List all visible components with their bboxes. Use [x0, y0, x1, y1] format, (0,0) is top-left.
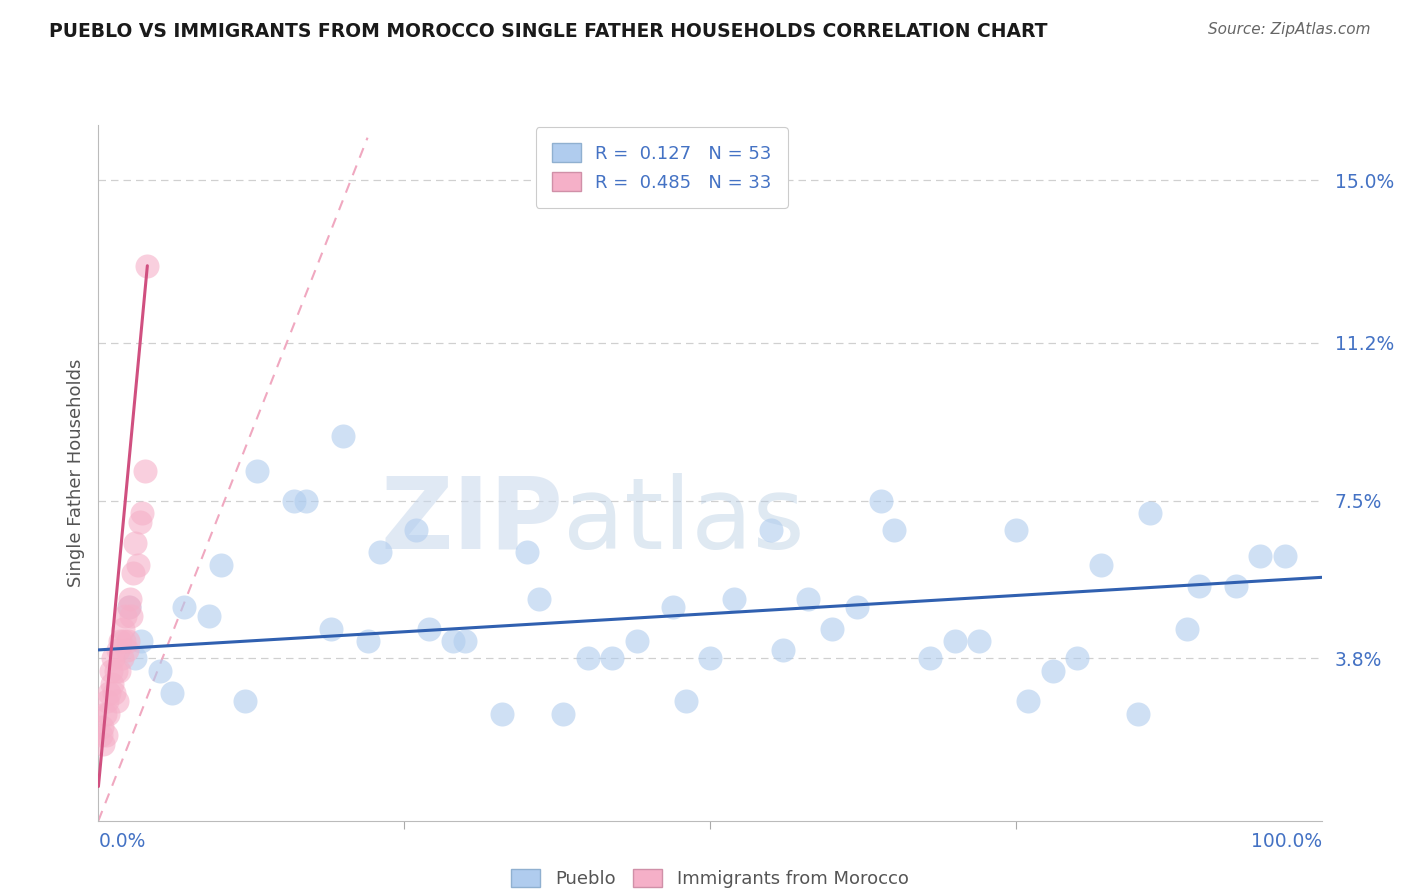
Point: [943, 634, 966, 648]
Point: [553, 706, 575, 721]
Point: [1225, 579, 1247, 593]
Point: [515, 545, 537, 559]
Point: [967, 634, 990, 648]
Point: [1274, 549, 1296, 563]
Point: [233, 694, 256, 708]
Point: [94, 728, 117, 742]
Point: [104, 665, 127, 679]
Point: [576, 651, 599, 665]
Point: [209, 558, 232, 572]
Point: [120, 608, 142, 623]
Point: [98, 685, 121, 699]
Point: [883, 524, 905, 538]
Point: [124, 536, 146, 550]
Point: [105, 694, 128, 708]
Point: [527, 591, 550, 606]
Point: [845, 600, 868, 615]
Y-axis label: Single Father Households: Single Father Households: [66, 359, 84, 587]
Point: [1090, 558, 1112, 572]
Point: [319, 622, 342, 636]
Point: [772, 643, 794, 657]
Point: [117, 634, 139, 648]
Point: [723, 591, 745, 606]
Point: [111, 651, 134, 665]
Point: [821, 622, 844, 636]
Point: [114, 608, 136, 623]
Point: [120, 591, 142, 606]
Point: [699, 651, 721, 665]
Point: [160, 685, 183, 699]
Text: 0.0%: 0.0%: [98, 831, 146, 851]
Point: [356, 634, 378, 648]
Point: [1188, 579, 1211, 593]
Point: [91, 720, 114, 734]
Point: [149, 665, 172, 679]
Point: [405, 524, 427, 538]
Point: [101, 651, 124, 665]
Point: [127, 558, 149, 572]
Point: [332, 429, 354, 443]
Text: 100.0%: 100.0%: [1250, 831, 1322, 851]
Point: [1042, 665, 1064, 679]
Point: [121, 566, 143, 580]
Point: [1017, 694, 1039, 708]
Point: [626, 634, 648, 648]
Point: [662, 600, 685, 615]
Point: [131, 506, 153, 520]
Text: Source: ZipAtlas.com: Source: ZipAtlas.com: [1208, 22, 1371, 37]
Point: [1128, 706, 1150, 721]
Point: [173, 600, 195, 615]
Point: [97, 706, 120, 721]
Point: [103, 685, 125, 699]
Point: [115, 643, 138, 657]
Point: [111, 622, 134, 636]
Point: [1004, 524, 1026, 538]
Point: [124, 651, 146, 665]
Point: [96, 694, 118, 708]
Point: [920, 651, 942, 665]
Point: [197, 608, 219, 623]
Point: [761, 524, 783, 538]
Point: [90, 728, 112, 742]
Point: [91, 737, 114, 751]
Point: [110, 634, 132, 648]
Point: [100, 665, 122, 679]
Point: [1139, 506, 1161, 520]
Point: [675, 694, 697, 708]
Point: [283, 493, 305, 508]
Text: PUEBLO VS IMMIGRANTS FROM MOROCCO SINGLE FATHER HOUSEHOLDS CORRELATION CHART: PUEBLO VS IMMIGRANTS FROM MOROCCO SINGLE…: [49, 22, 1047, 41]
Point: [418, 622, 440, 636]
Point: [129, 634, 152, 648]
Point: [870, 493, 893, 508]
Point: [129, 515, 152, 529]
Point: [797, 591, 820, 606]
Point: [246, 464, 269, 478]
Point: [491, 706, 513, 721]
Point: [1066, 651, 1088, 665]
Point: [118, 600, 141, 615]
Point: [101, 677, 124, 691]
Text: ZIP: ZIP: [381, 473, 564, 570]
Point: [295, 493, 318, 508]
Point: [108, 665, 131, 679]
Point: [112, 634, 135, 648]
Text: atlas: atlas: [564, 473, 804, 570]
Legend: Pueblo, Immigrants from Morocco: Pueblo, Immigrants from Morocco: [505, 862, 915, 892]
Point: [454, 634, 477, 648]
Point: [118, 600, 141, 615]
Point: [600, 651, 623, 665]
Point: [136, 259, 159, 273]
Point: [1249, 549, 1271, 563]
Point: [93, 706, 115, 721]
Point: [368, 545, 391, 559]
Point: [134, 464, 156, 478]
Point: [441, 634, 464, 648]
Point: [107, 643, 129, 657]
Point: [1175, 622, 1198, 636]
